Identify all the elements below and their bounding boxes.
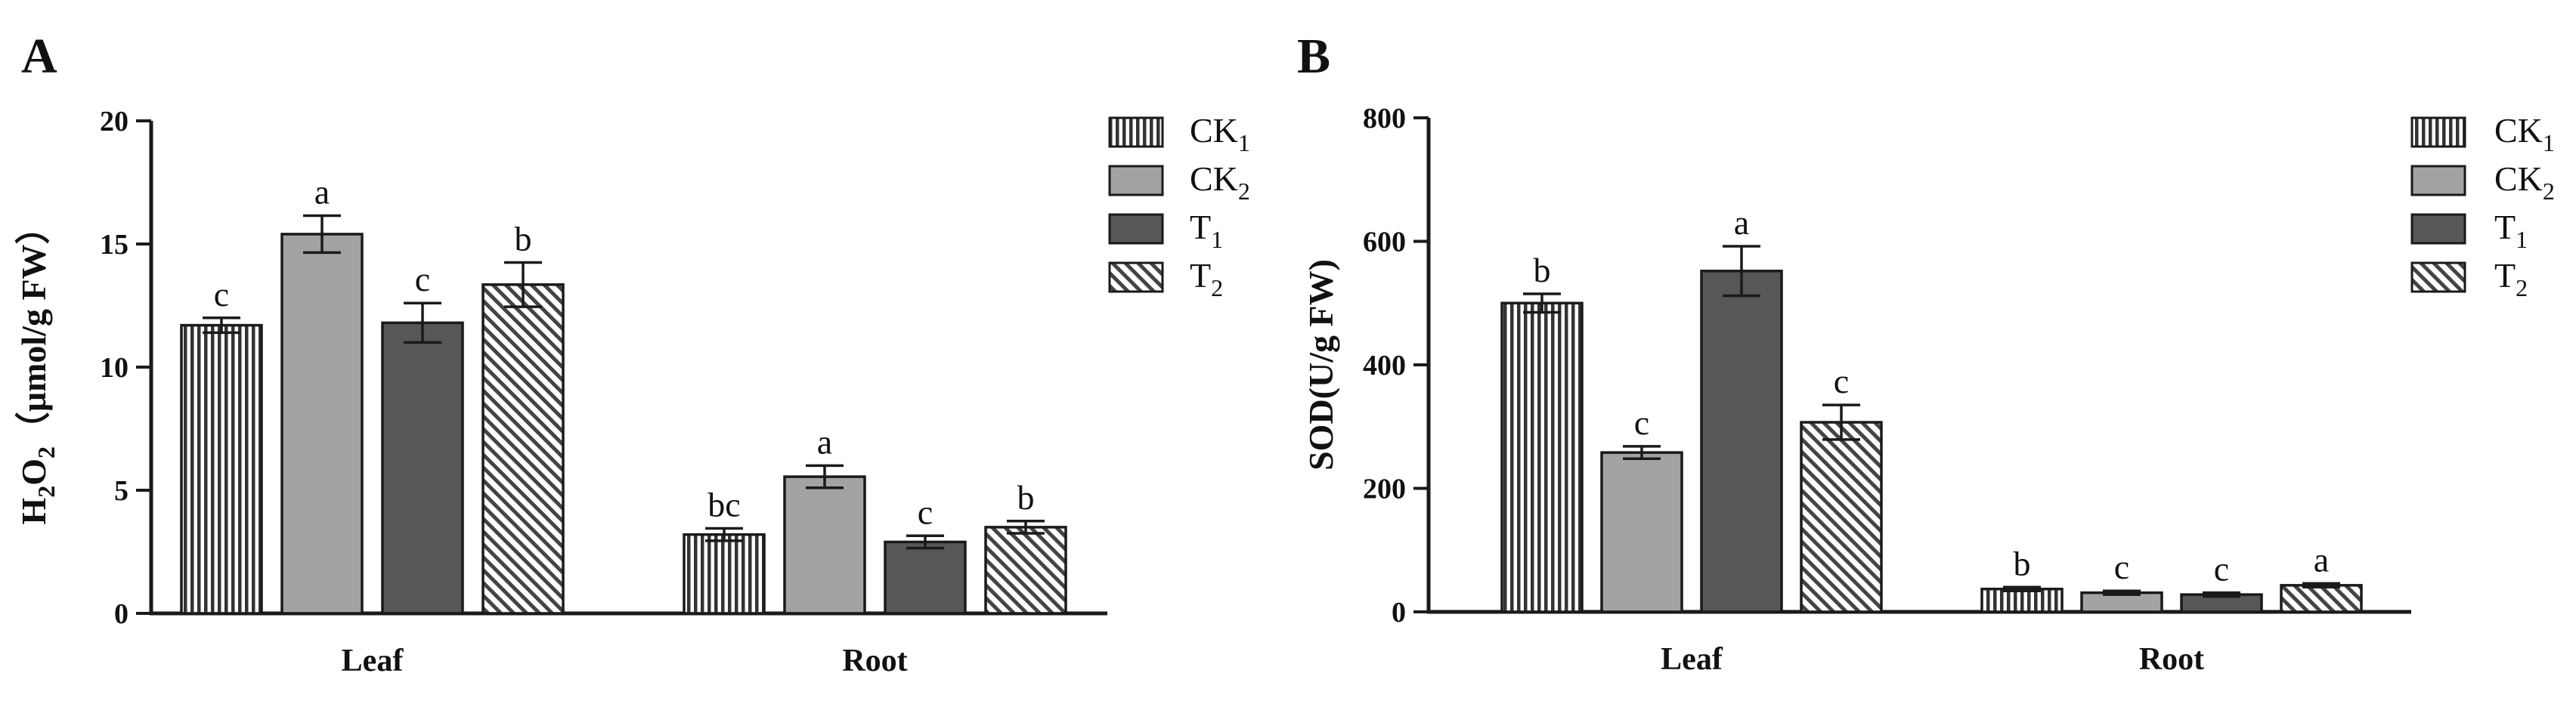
bar — [2280, 584, 2363, 613]
legend-label: CK2 — [1190, 159, 1250, 205]
legend-subscript: 1 — [2516, 226, 2528, 253]
bar — [1980, 588, 2064, 613]
y-tick-label: 400 — [1363, 350, 1406, 381]
y-tick-label: 20 — [100, 106, 128, 137]
legend-name: T — [2494, 256, 2516, 295]
legend-name: T — [1190, 208, 1211, 246]
bar — [1800, 421, 1883, 613]
bar — [1700, 269, 1783, 613]
y-tick-label: 600 — [1363, 227, 1406, 258]
significance-letter: c — [1634, 403, 1649, 442]
legend-swatch — [2410, 165, 2466, 196]
legend-label: T2 — [1190, 256, 1223, 301]
significance-letter: b — [1534, 251, 1551, 289]
legend-swatch — [2410, 213, 2466, 245]
y-axis-label: H2O2（μmol/g FW） — [14, 209, 60, 524]
legend-name: CK — [2494, 111, 2543, 150]
y-tick-label: 10 — [100, 352, 128, 384]
legend-subscript: 1 — [1211, 226, 1223, 253]
legend-subscript: 2 — [2543, 178, 2555, 205]
legend-name: T — [2494, 208, 2516, 246]
ylabel-part: H — [14, 498, 53, 525]
y-tick-label: 0 — [114, 598, 128, 630]
panel-b: B 0 200 400 600 800 SOD(U/g FW) b c a c Leaf b c c a Roo… — [1297, 29, 2555, 677]
legend-label: T2 — [2494, 256, 2528, 301]
significance-letter: a — [1734, 203, 1749, 242]
y-tick-label: 5 — [114, 475, 128, 507]
legend-name: CK — [2494, 159, 2543, 198]
legend-swatch — [1108, 116, 1164, 148]
bar — [180, 323, 263, 615]
panel-label: A — [21, 29, 57, 84]
bar — [783, 475, 866, 615]
legend-label: CK1 — [2494, 111, 2555, 156]
legend-subscript: 1 — [2543, 129, 2555, 156]
x-category-label: Root — [2139, 642, 2204, 677]
legend-label: T1 — [2494, 208, 2528, 253]
significance-letter: a — [817, 422, 832, 461]
ylabel-part: O — [14, 459, 53, 486]
significance-letter: c — [2214, 550, 2229, 588]
bar — [683, 533, 766, 615]
y-tick-label: 15 — [100, 229, 128, 261]
legend-subscript: 2 — [1238, 178, 1250, 205]
significance-letter: c — [415, 260, 430, 298]
significance-letter: a — [2314, 540, 2329, 579]
significance-letter: c — [214, 275, 229, 313]
significance-letter: c — [1834, 362, 1849, 400]
x-category-label: Root — [842, 644, 907, 678]
bar — [984, 526, 1067, 615]
x-category-label: Leaf — [342, 644, 404, 678]
legend-name: T — [1190, 256, 1211, 295]
significance-letter: b — [1017, 478, 1035, 517]
legend-swatch — [2410, 261, 2466, 293]
significance-letter: b — [515, 219, 532, 258]
legend-subscript: 2 — [1211, 274, 1223, 301]
legend-name: CK — [1190, 159, 1238, 198]
bar — [381, 321, 464, 615]
y-tick-label: 0 — [1392, 597, 1406, 628]
legend-swatch — [1108, 261, 1164, 293]
legend-label: CK2 — [2494, 159, 2555, 205]
y-axis-label: SOD(U/g FW) — [1302, 259, 1340, 471]
legend-swatch — [1108, 165, 1164, 196]
legend-subscript: 2 — [2516, 274, 2528, 301]
significance-letter: c — [918, 493, 933, 531]
significance-letter: bc — [707, 486, 740, 524]
significance-letter: a — [314, 173, 330, 212]
ylabel-part: （μmol/g FW） — [14, 209, 53, 446]
bar — [1500, 301, 1584, 613]
ylabel-sub: 2 — [33, 486, 60, 498]
significance-letter: c — [2114, 548, 2129, 586]
legend-swatch — [2410, 116, 2466, 148]
legend-subscript: 1 — [1238, 129, 1250, 156]
x-category-label: Leaf — [1661, 642, 1723, 677]
y-tick-label: 200 — [1363, 474, 1406, 505]
legend-label: T1 — [1190, 208, 1223, 253]
bar — [884, 540, 967, 615]
legend-swatch — [1108, 213, 1164, 245]
significance-letter: b — [2014, 544, 2031, 582]
y-tick-label: 800 — [1363, 103, 1406, 134]
ylabel-sub: 2 — [33, 446, 60, 459]
bar — [1600, 451, 1683, 613]
legend-label: CK1 — [1190, 111, 1250, 156]
panel-label: B — [1297, 29, 1330, 84]
bar — [280, 233, 364, 615]
legend-name: CK — [1190, 111, 1238, 150]
bar — [481, 283, 565, 615]
